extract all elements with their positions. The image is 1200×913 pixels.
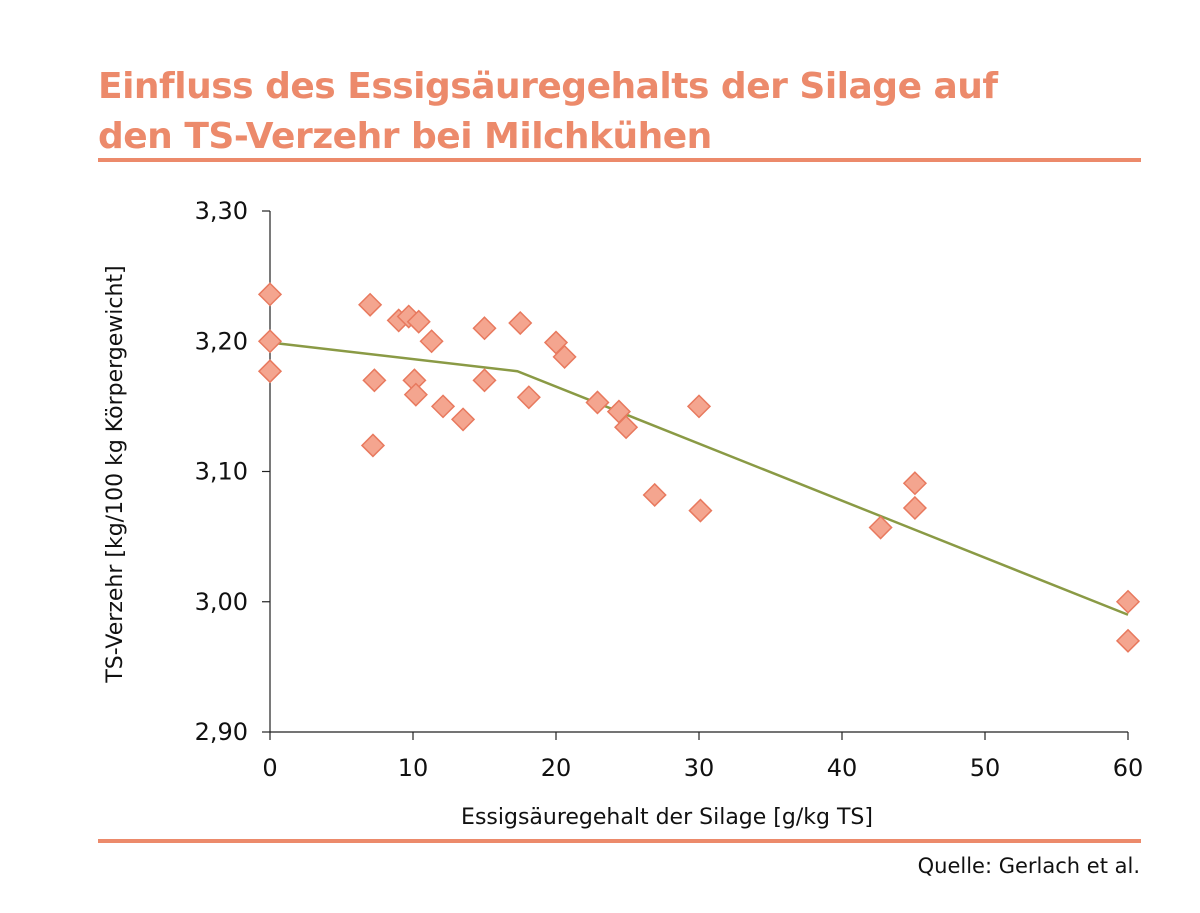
data-point <box>450 407 476 432</box>
top-divider <box>98 158 1141 162</box>
chart-title-line-1: Einfluss des Essigsäuregehalts der Silag… <box>98 66 998 107</box>
data-point <box>430 394 456 419</box>
data-point <box>902 495 927 521</box>
data-point <box>686 394 712 419</box>
x-tick-label: 50 <box>970 754 1001 782</box>
data-point <box>406 309 431 334</box>
data-point <box>257 359 283 384</box>
x-tick-label: 40 <box>827 754 858 782</box>
x-axis-label: Essigsäuregehalt der Silage [g/kg TS] <box>461 805 873 830</box>
source-note: Quelle: Gerlach et al. <box>917 854 1140 878</box>
x-tick-label: 20 <box>541 754 572 782</box>
data-point <box>360 433 386 458</box>
data-point <box>403 382 428 407</box>
x-tick-label: 30 <box>684 754 715 782</box>
x-tick-label: 10 <box>398 754 429 782</box>
chart-title: Einfluss des Essigsäuregehalts der Silag… <box>98 62 1098 162</box>
data-point <box>257 329 283 354</box>
y-tick-label: 3,20 <box>195 327 248 355</box>
y-axis-label: TS-Verzehr [kg/100 kg Körpergewicht] <box>103 265 128 683</box>
data-point <box>516 385 541 410</box>
data-point <box>362 368 387 393</box>
data-point <box>358 292 383 317</box>
data-point <box>688 498 713 523</box>
trend-line <box>269 341 1129 616</box>
y-tick-label: 3,30 <box>195 197 248 225</box>
y-tick-label: 2,90 <box>195 718 248 746</box>
x-tick-label: 60 <box>1113 754 1144 782</box>
chart-title-line-2: den TS-Verzehr bei Milchkühen <box>98 116 712 157</box>
data-point <box>552 344 577 369</box>
data-point <box>257 282 283 307</box>
data-point <box>419 329 444 354</box>
data-point <box>868 515 893 540</box>
data-point <box>472 368 497 393</box>
data-point <box>585 390 610 415</box>
data-point <box>508 310 533 336</box>
x-tick-label: 0 <box>262 754 277 782</box>
data-point <box>1115 589 1141 614</box>
y-tick-label: 3,00 <box>195 588 248 616</box>
bottom-divider <box>98 839 1141 843</box>
data-point <box>1115 628 1141 653</box>
data-point <box>902 471 927 496</box>
data-point <box>642 482 667 508</box>
data-point <box>472 316 497 341</box>
y-tick-label: 3,10 <box>195 458 248 486</box>
data-point <box>614 415 639 440</box>
